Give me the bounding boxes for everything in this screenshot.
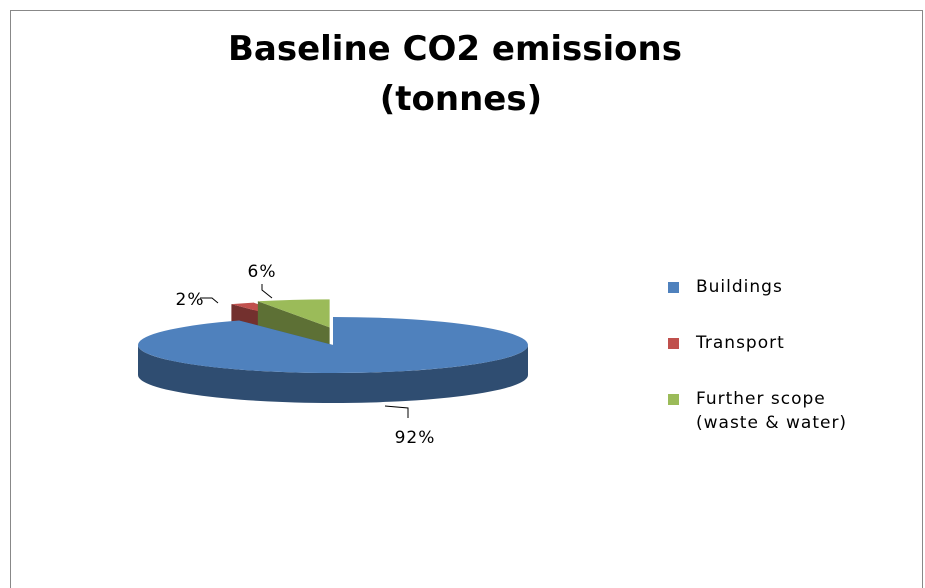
data-label: 2% bbox=[176, 290, 205, 310]
slice bbox=[257, 299, 330, 328]
legend-label: Further scope (waste & water) bbox=[696, 389, 848, 433]
legend-item: Buildings bbox=[668, 275, 918, 331]
legend-label: Buildings bbox=[696, 277, 783, 297]
chart-border bbox=[10, 10, 923, 588]
legend-label: Transport bbox=[696, 333, 785, 353]
data-label: 6% bbox=[248, 262, 277, 282]
legend-item: Transport bbox=[668, 331, 918, 387]
leader-line bbox=[200, 297, 219, 304]
legend: Buildings Transport Further scope (waste &… bbox=[668, 275, 918, 443]
slice-side bbox=[138, 345, 528, 403]
legend-swatch bbox=[668, 282, 679, 293]
legend-swatch bbox=[668, 394, 679, 405]
legend-swatch bbox=[668, 338, 679, 349]
data-label: 92% bbox=[395, 428, 436, 448]
leader-line bbox=[384, 405, 409, 418]
slice bbox=[138, 317, 529, 374]
leader-line bbox=[261, 284, 273, 299]
chart-title: Baseline CO2 emissions (tonnes) bbox=[228, 29, 682, 119]
legend-item: Further scope (waste & water) bbox=[668, 387, 918, 443]
